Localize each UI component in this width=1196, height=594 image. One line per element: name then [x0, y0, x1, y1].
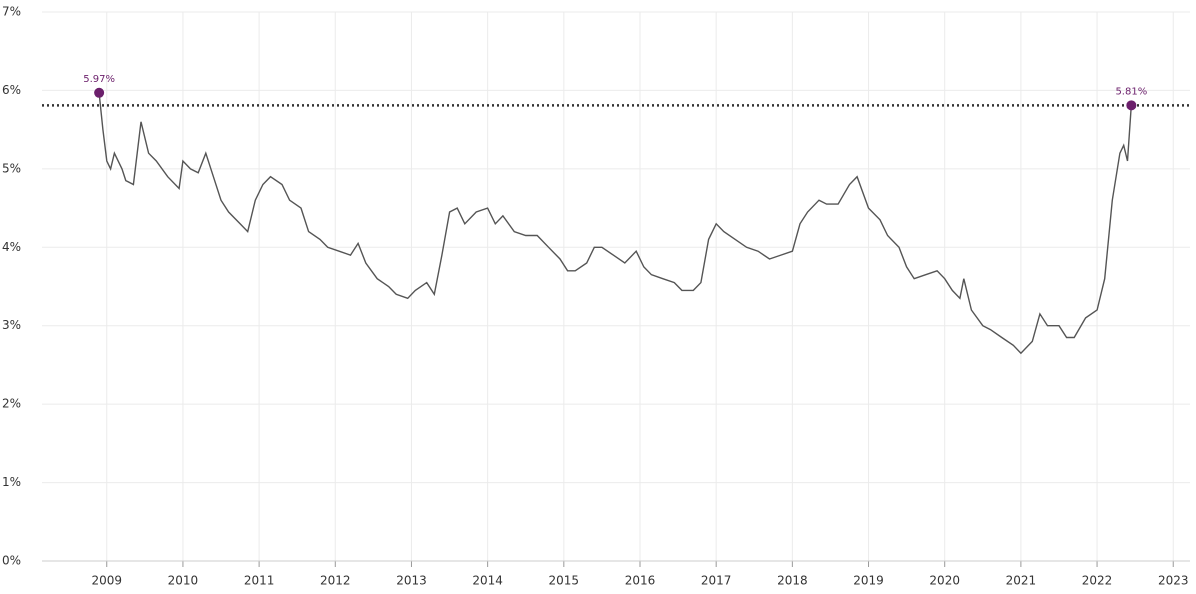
y-tick-label: 4% [2, 240, 21, 254]
y-tick-label: 6% [2, 83, 21, 97]
x-tick-label: 2015 [549, 574, 580, 588]
annotation-label: 5.81% [1115, 86, 1147, 97]
x-tick-label: 2010 [168, 574, 199, 588]
y-tick-label: 0% [2, 554, 21, 568]
x-tick-label: 2016 [625, 574, 656, 588]
x-tick-label: 2014 [472, 574, 503, 588]
y-tick-label: 1% [2, 475, 21, 489]
x-tick-label: 2013 [396, 574, 427, 588]
x-tick-label: 2021 [1006, 574, 1037, 588]
annotation-point [94, 87, 105, 98]
y-tick-label: 7% [2, 5, 21, 19]
line-series [98, 92, 1132, 355]
x-tick-label: 2012 [320, 574, 351, 588]
x-tick-label: 2011 [244, 574, 275, 588]
x-tick-label: 2020 [929, 574, 960, 588]
annotation-point [1126, 100, 1137, 111]
x-tick-label: 2018 [777, 574, 808, 588]
x-tick-label: 2009 [91, 574, 122, 588]
y-tick-label: 3% [2, 318, 21, 332]
annotation-label: 5.97% [83, 74, 115, 85]
x-tick-label: 2019 [853, 574, 884, 588]
y-tick-label: 2% [2, 397, 21, 411]
x-tick-label: 2022 [1082, 574, 1113, 588]
x-tick-label: 2017 [701, 574, 732, 588]
x-tick-label: 2023 [1158, 574, 1189, 588]
y-tick-label: 5% [2, 161, 21, 175]
